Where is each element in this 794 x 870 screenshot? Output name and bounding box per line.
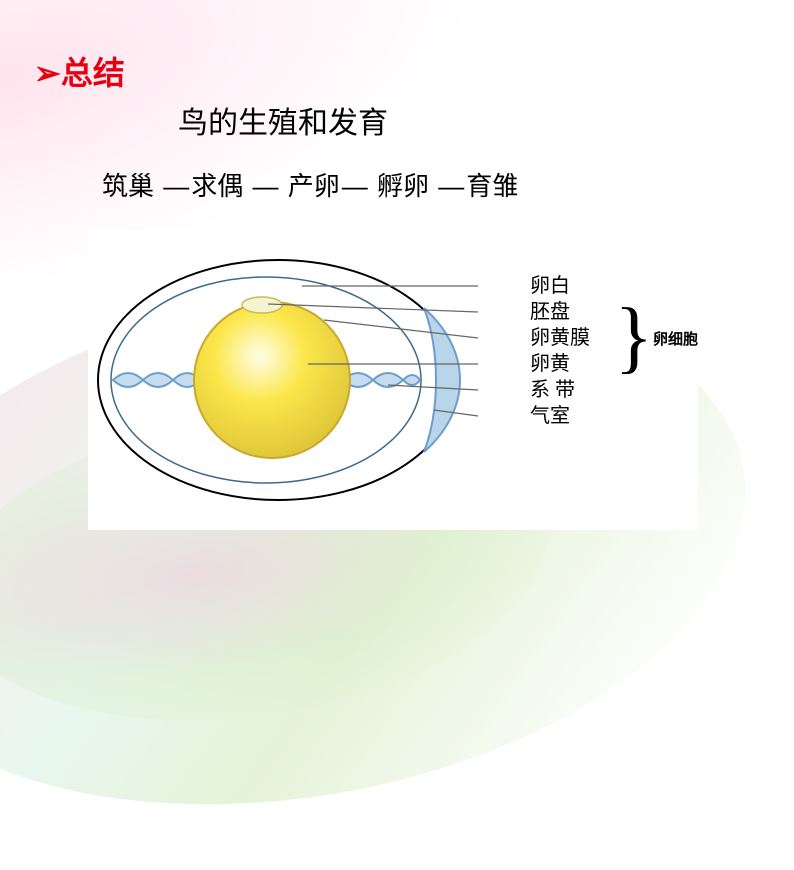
page-title: 鸟的生殖和发育 xyxy=(178,98,388,142)
yolk xyxy=(194,302,350,458)
egg-svg xyxy=(88,230,698,530)
labels-column: 卵白 胚盘 卵黄膜 卵黄 系 带 气室 xyxy=(530,276,590,432)
label-air-cell: 气室 xyxy=(530,406,590,432)
egg-diagram: 卵白 胚盘 卵黄膜 卵黄 系 带 气室 } 卵细胞 xyxy=(88,230,698,530)
bullet-icon: ➢ xyxy=(34,55,61,91)
brace-label: 卵细胞 xyxy=(653,328,698,349)
stages-row: 筑巢 —求偶 — 产卵— 孵卵 —育雏 xyxy=(102,166,518,203)
label-chalaza: 系 带 xyxy=(530,380,590,406)
chalaza-left xyxy=(113,373,200,387)
germinal-disc xyxy=(242,297,282,313)
dash-icon: — xyxy=(163,171,189,202)
stage-1: 筑巢 xyxy=(102,166,154,203)
summary-header: ➢总结 xyxy=(34,48,125,94)
stage-2: 求偶 xyxy=(191,166,243,203)
chalaza-right xyxy=(343,373,420,387)
label-yolk: 卵黄 xyxy=(530,354,590,380)
label-germinal-disc: 胚盘 xyxy=(530,302,590,328)
dash-icon: — xyxy=(253,171,279,202)
brace-icon: } xyxy=(615,297,653,377)
dash-icon: — xyxy=(438,171,464,202)
brace-wrap: } xyxy=(615,297,653,377)
stage-4: 孵卵 xyxy=(377,166,429,203)
summary-text: 总结 xyxy=(61,55,125,91)
stage-5: 育雏 xyxy=(466,166,518,203)
label-yolk-membrane: 卵黄膜 xyxy=(530,328,590,354)
stage-3: 产卵 xyxy=(288,166,340,203)
dash-icon: — xyxy=(342,171,368,202)
label-albumen: 卵白 xyxy=(530,276,590,302)
